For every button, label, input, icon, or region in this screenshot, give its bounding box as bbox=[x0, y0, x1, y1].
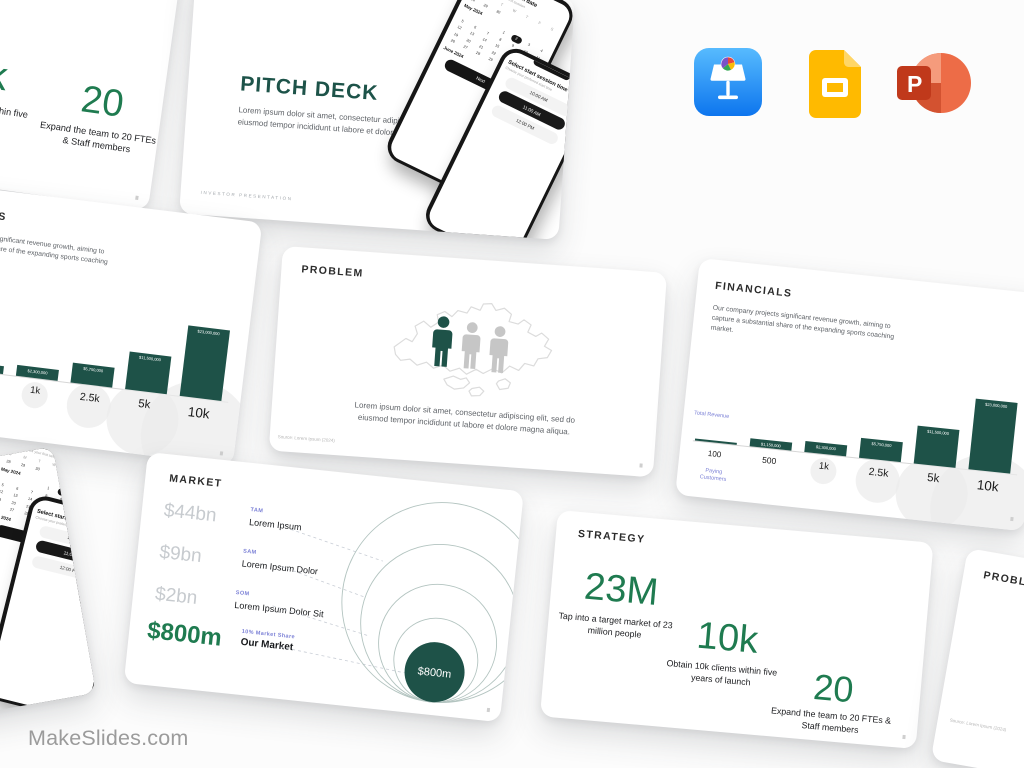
brand-wordmark: MakeSlides.com bbox=[28, 726, 189, 750]
calendar-day: 29 bbox=[20, 462, 26, 468]
slide-problem: PROBLEM Lorem ipsum dolor sit amet, cons… bbox=[268, 246, 668, 478]
slide-heading: PROBLEM bbox=[982, 569, 1024, 592]
bar-value-label: $1,150,000 bbox=[760, 440, 782, 448]
revenue-bar-chart: 100 $1,150,000 500 $2,300,000 1k $5,750,000 2.… bbox=[675, 258, 1024, 532]
slide-problem-partial: PROBLEM Source: Lorem Ipsum (2024) bbox=[930, 548, 1024, 768]
bar-value-label: $11,500,000 bbox=[926, 428, 950, 436]
page-number bbox=[486, 707, 491, 713]
x-tick-label: 100 bbox=[707, 448, 722, 460]
bar-value-label: $1,150,000 bbox=[0, 361, 4, 373]
revenue-bar-chart: 100$1,150,000500$2,300,0001k$5,750,0002.… bbox=[0, 180, 262, 466]
stat-value: 10k bbox=[0, 46, 11, 100]
bar-value-label: $11,500,000 bbox=[138, 354, 162, 362]
region-map-outline bbox=[393, 303, 553, 397]
keynote-icon bbox=[694, 48, 762, 116]
revenue-bar: $1,150,000 bbox=[0, 361, 4, 375]
x-tick-label: 1k bbox=[818, 460, 830, 473]
slide-product-partial: Select start session dateChoose a day fo… bbox=[0, 446, 97, 768]
person-icon bbox=[461, 322, 481, 370]
bar-value-label: $23,000,000 bbox=[197, 328, 221, 336]
revenue-bar: $23,000,000 bbox=[968, 398, 1018, 474]
stat-value: 20 bbox=[78, 78, 127, 126]
calendar-day: 27 bbox=[9, 507, 15, 513]
calendar-day: 11 bbox=[87, 503, 93, 509]
calendar-day: 28 bbox=[6, 458, 12, 464]
x-tick-label: 500 bbox=[761, 454, 777, 467]
calendar-day: T bbox=[67, 466, 71, 471]
x-tick-label: 2.5k bbox=[79, 390, 101, 406]
calendar-day: 4 bbox=[90, 496, 94, 502]
calendar-day: 18 bbox=[85, 511, 91, 517]
calendar-day: 3 bbox=[75, 493, 79, 498]
google-slides-icon bbox=[809, 50, 861, 118]
tick-bubble bbox=[853, 456, 902, 505]
slide-strategy-partial: 10k Obtain 10k clients within five years… bbox=[0, 0, 191, 211]
stat-value: 20 bbox=[811, 666, 856, 711]
slide-market: MARKET $44bn TAM Lorem Ipsum $9bn SAM Lo… bbox=[123, 452, 524, 723]
revenue-bar: $5,750,000 bbox=[858, 437, 903, 463]
x-tick-label: 10k bbox=[187, 404, 211, 422]
revenue-bar: $23,000,000 bbox=[179, 325, 231, 401]
slide-title-deck: PITCH DECK Lorem ipsum dolor sit amet, c… bbox=[179, 0, 576, 240]
source-note: Source: Lorem Ipsum (2024) bbox=[277, 434, 336, 444]
bar-value-label: $5,750,000 bbox=[83, 365, 104, 373]
calendar-day bbox=[75, 475, 87, 484]
slide-heading: PROBLEM bbox=[300, 263, 364, 280]
source-note: Source: Lorem Ipsum (2024) bbox=[949, 717, 1007, 733]
slide-financials-partial: FINANCIALS Our company projects signific… bbox=[0, 180, 263, 466]
slide-strategy: STRATEGY 23M Tap into a target market of… bbox=[539, 510, 934, 750]
x-tick-label: 5k bbox=[926, 471, 940, 486]
calendar-day bbox=[61, 472, 73, 481]
calendar-day: 10 bbox=[73, 500, 79, 506]
bar-value-label: $2,300,000 bbox=[27, 367, 48, 376]
tam-sam-som-circles: $800m bbox=[272, 502, 524, 703]
bar-value-label: $2,300,000 bbox=[815, 443, 837, 451]
calendar-day bbox=[78, 524, 90, 533]
calendar-day: 24 bbox=[69, 514, 75, 520]
time-option: 12:00 PM bbox=[30, 554, 97, 585]
our-market-bubble-label: $800m bbox=[417, 665, 452, 680]
stat-value: 10k bbox=[695, 614, 760, 662]
bar-value-label: $23,000,000 bbox=[984, 401, 1008, 409]
person-icon bbox=[432, 316, 453, 367]
slide-financials: FINANCIALS Our company projects signific… bbox=[675, 258, 1024, 532]
bar-value-label: $5,750,000 bbox=[871, 440, 892, 448]
revenue-bar: $11,500,000 bbox=[913, 425, 960, 468]
pitch-deck-title: PITCH DECK bbox=[239, 72, 380, 105]
revenue-bar bbox=[694, 438, 737, 445]
our-market-bubble bbox=[404, 642, 465, 703]
stat-caption: Tap into a target market of 23 million p… bbox=[558, 610, 674, 640]
calendar-day: 30 bbox=[35, 466, 41, 472]
page-number bbox=[639, 463, 643, 468]
revenue-bar: $2,300,000 bbox=[15, 364, 59, 381]
time-picker-ui: Select start session time Choose your pre… bbox=[24, 508, 97, 586]
calendar-day: 25 bbox=[83, 518, 90, 524]
calendar-day bbox=[46, 468, 58, 477]
powerpoint-icon: P bbox=[897, 53, 971, 113]
x-tick-label: 2.5k bbox=[868, 465, 890, 480]
stat-value: 23M bbox=[582, 565, 660, 614]
x-tick-label: 5k bbox=[137, 397, 152, 412]
slide-heading: STRATEGY bbox=[577, 527, 646, 546]
revenue-bar: $11,500,000 bbox=[125, 351, 172, 395]
calendar-day: 17 bbox=[71, 507, 77, 513]
x-tick-label: 10k bbox=[976, 477, 1000, 495]
person-icon bbox=[489, 326, 509, 373]
calendar-day bbox=[90, 479, 96, 488]
investor-presentation-footer: INVESTOR PRESENTATION bbox=[200, 189, 293, 202]
time-picker-ui: Select start session time Choose your pre… bbox=[484, 59, 575, 148]
revenue-bar: $5,750,000 bbox=[70, 362, 115, 388]
page-number bbox=[1010, 516, 1014, 522]
stat-caption: Obtain 10k clients within five years of … bbox=[666, 658, 778, 688]
calendar-day: F bbox=[81, 469, 85, 475]
svg-text:P: P bbox=[907, 71, 922, 97]
calendar-day: S bbox=[92, 472, 97, 481]
page-number bbox=[135, 195, 139, 200]
page-number bbox=[219, 451, 224, 456]
revenue-bar: $2,300,000 bbox=[804, 441, 848, 457]
x-tick-label: 1k bbox=[29, 384, 41, 397]
page-number bbox=[902, 734, 906, 740]
revenue-bar: $1,150,000 bbox=[749, 438, 793, 451]
